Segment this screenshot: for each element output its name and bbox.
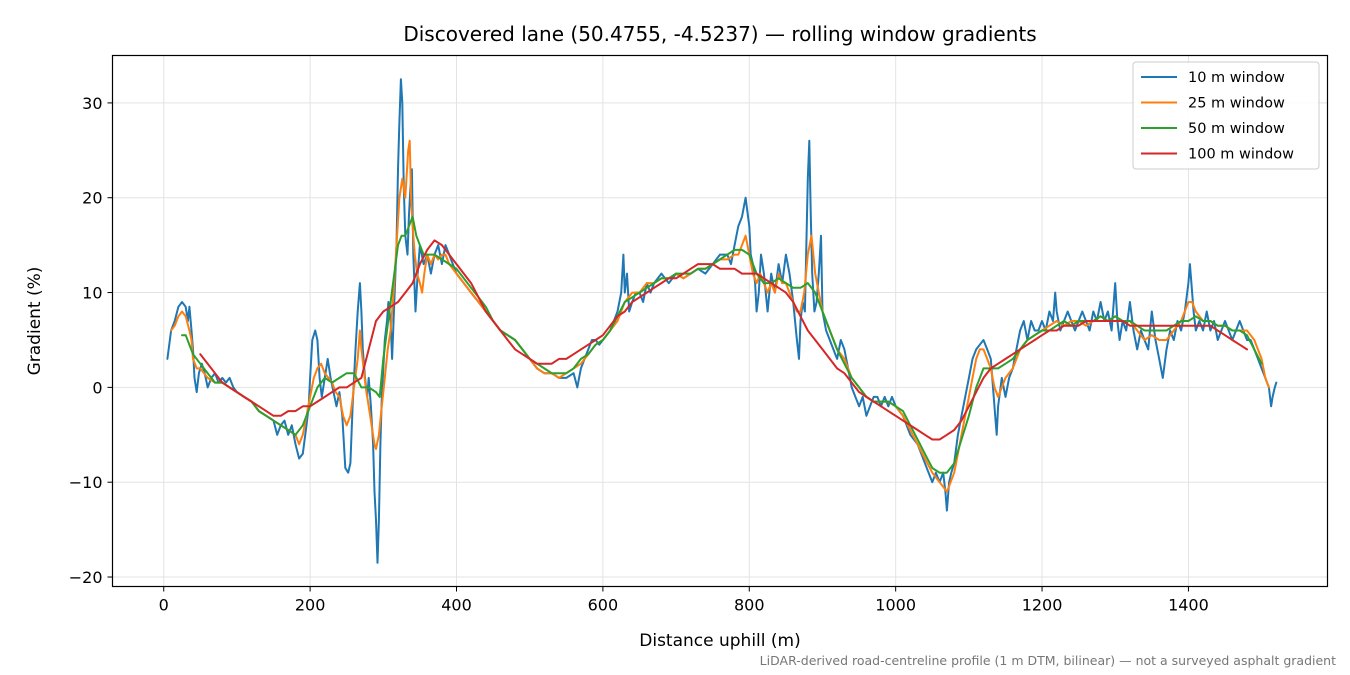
plot-frame [111,54,1329,588]
legend-label: 10 m window [1188,70,1285,86]
y-tick-label: −10 [69,473,103,492]
legend-label: 25 m window [1188,96,1285,112]
x-tick-label: 1400 [1168,596,1209,615]
legend: 10 m window 25 m window 50 m window 100 m w… [1132,61,1320,170]
x-tick-label: 1000 [875,596,916,615]
y-tick-label: 20 [82,189,102,208]
x-tick-label: 800 [734,596,765,615]
legend-box [1132,61,1320,170]
y-tick-label: 10 [82,284,102,303]
x-tick-label: 200 [295,596,326,615]
legend-label: 50 m window [1188,121,1285,137]
legend-label: 100 m window [1188,147,1294,163]
footnote: LiDAR-derived road-centreline profile (1… [760,653,1336,668]
x-axis-label: Distance uphill (m) [639,631,800,651]
y-axis-label: Gradient (%) [25,267,45,376]
y-tick-label: 0 [92,378,102,397]
x-tick-label: 1200 [1022,596,1063,615]
series-layer [166,78,1278,564]
series-line-10-m-window [166,78,1278,564]
x-tick-label: 400 [441,596,472,615]
x-tick-label: 0 [159,596,169,615]
y-tick-label: −20 [69,568,103,587]
x-tick-label: 600 [588,596,619,615]
ticks: 0 200 400 600 800 1000 1200 1400 −20 −10 0 10 20 30 [69,94,1209,615]
y-tick-label: 30 [82,94,102,113]
chart-title: Discovered lane (50.4755, -4.5237) — rol… [403,22,1036,46]
grid [112,55,1328,587]
series-line-100-m-window [199,239,1248,441]
